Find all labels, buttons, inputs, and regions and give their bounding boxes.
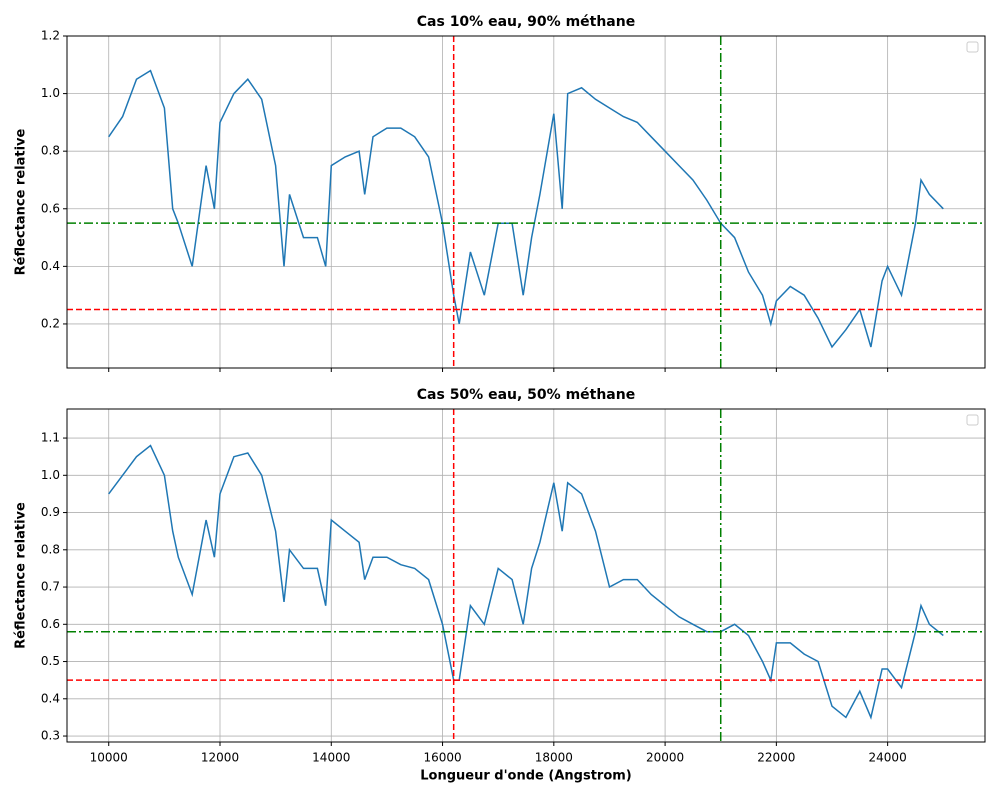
y-tick-label: 0.6 <box>41 617 60 631</box>
axes-frame <box>66 408 986 743</box>
y-tick-label: 0.8 <box>41 144 60 158</box>
x-tick-label: 20000 <box>646 751 684 765</box>
x-tick-label: 16000 <box>423 751 461 765</box>
y-tick-label: 0.5 <box>41 654 60 668</box>
x-tick-label: 18000 <box>535 751 573 765</box>
legend <box>966 414 979 426</box>
y-tick-label: 0.4 <box>41 259 60 273</box>
y-tick-label: 0.2 <box>41 316 60 330</box>
x-tick-label: 10000 <box>90 751 128 765</box>
x-tick-label: 24000 <box>869 751 907 765</box>
axes-frame <box>66 35 986 369</box>
y-tick-label: 0.8 <box>41 542 60 556</box>
legend <box>966 41 979 53</box>
data-line <box>108 69 944 349</box>
y-tick-label: 1.0 <box>41 468 60 482</box>
chart-title: Cas 10% eau, 90% méthane <box>417 14 635 30</box>
y-tick-label: 0.7 <box>41 580 60 594</box>
y-axis-label: Réflectance relative <box>14 128 29 275</box>
y-tick-label: 1.0 <box>41 86 60 100</box>
y-tick-label: 0.9 <box>41 505 60 519</box>
y-tick-label: 0.6 <box>41 201 60 215</box>
x-tick-label: 22000 <box>757 751 795 765</box>
x-tick-label: 14000 <box>312 751 350 765</box>
chart-title: Cas 50% eau, 50% méthane <box>417 387 635 403</box>
y-tick-label: 0.4 <box>41 691 60 705</box>
y-tick-label: 0.3 <box>41 729 60 743</box>
data-line <box>108 444 944 720</box>
y-tick-label: 1.2 <box>41 29 60 43</box>
x-axis-label: Longueur d'onde (Angstrom) <box>420 769 632 784</box>
y-axis-label: Réflectance relative <box>14 502 29 649</box>
x-tick-label: 12000 <box>201 751 239 765</box>
y-tick-label: 1.1 <box>41 431 60 445</box>
